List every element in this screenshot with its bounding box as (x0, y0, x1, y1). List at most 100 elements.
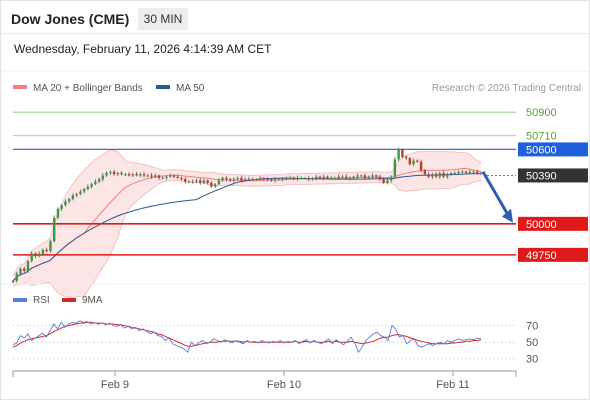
candle-body (277, 179, 281, 181)
candle (330, 175, 333, 180)
candle-body (311, 177, 314, 180)
candle-body (457, 171, 460, 173)
legend-label-rsi: RSI (33, 295, 50, 306)
candle-body (101, 175, 105, 180)
candle (266, 177, 269, 182)
candle (337, 174, 340, 180)
candle-body (438, 172, 442, 177)
candle (127, 172, 131, 177)
candle (412, 158, 415, 167)
rsi-panel: 70 50 30 (12, 320, 538, 366)
candle (303, 176, 307, 180)
candle-body (154, 175, 157, 177)
candle (26, 259, 30, 274)
candle (60, 204, 63, 212)
candle (363, 173, 367, 180)
candle (34, 252, 37, 259)
bollinger-lower (12, 180, 482, 298)
candle-body (169, 175, 172, 177)
candle (191, 179, 194, 184)
candle (288, 175, 292, 180)
candle (453, 171, 456, 175)
candle-body (363, 175, 367, 178)
candle-body (348, 177, 352, 179)
candle-body (442, 172, 445, 177)
candle-body (94, 181, 97, 185)
candle-body (281, 179, 284, 181)
legend-swatch-9ma (62, 298, 76, 302)
candle (434, 171, 438, 179)
candle (292, 176, 296, 181)
candle-body (45, 249, 48, 252)
candle-body (374, 175, 378, 177)
candle-body (378, 176, 382, 180)
candle-body (116, 172, 120, 175)
legend-swatch-ma20 (13, 85, 27, 89)
candle (97, 177, 101, 184)
candle (408, 156, 412, 166)
candle-body (251, 179, 254, 181)
candle-body (393, 159, 397, 177)
candle (345, 174, 348, 180)
candle-body (389, 176, 393, 181)
candle (401, 148, 404, 159)
moving-averages (12, 167, 482, 282)
research-credit: Research © 2026 Trading Central (432, 83, 581, 94)
candle (225, 175, 228, 182)
candle (243, 177, 247, 182)
candle-body (255, 179, 258, 181)
candle (82, 187, 86, 194)
candle-body (135, 174, 138, 176)
candle (142, 171, 146, 178)
candle (169, 173, 172, 178)
candle (154, 173, 157, 179)
candle-body (461, 171, 464, 173)
legend-swatch-rsi (13, 298, 27, 302)
candle (431, 172, 434, 179)
candle-body (71, 195, 75, 200)
candle-body (41, 249, 45, 254)
candle-body (464, 171, 468, 173)
candle (322, 174, 325, 180)
candle-body (157, 175, 161, 178)
level-label-50390: 50390 (526, 170, 557, 182)
legend-swatch-ma50 (156, 85, 170, 89)
candle-body (434, 174, 438, 177)
candle-body (52, 217, 56, 242)
candle (341, 175, 344, 178)
candle (449, 171, 453, 176)
candle (228, 177, 232, 182)
header-divider (1, 33, 589, 34)
candle-body (64, 201, 67, 206)
candle-body (386, 180, 389, 183)
timeframe-badge[interactable]: 30 MIN (138, 8, 188, 30)
candle-body (161, 177, 164, 179)
candle-body (292, 177, 296, 180)
candle (206, 179, 209, 185)
rsi-tick-70: 70 (526, 321, 538, 333)
candle-body (225, 177, 228, 180)
candle (442, 170, 445, 179)
candle-body (56, 208, 60, 218)
candle (326, 175, 329, 180)
candle (389, 175, 393, 183)
candle (356, 173, 359, 179)
candle-body (26, 261, 30, 271)
candle-body (243, 179, 247, 181)
candle-body (232, 179, 236, 181)
level-label-49750: 49750 (526, 250, 557, 262)
candle (446, 172, 449, 179)
candle-body (23, 268, 26, 271)
candle-body (408, 158, 412, 165)
candle (232, 176, 236, 183)
candle-body (359, 175, 363, 177)
candle (195, 178, 198, 184)
candle (71, 193, 75, 201)
candle-body (404, 156, 408, 159)
candle-body (206, 180, 209, 183)
candle-body (75, 194, 78, 196)
candle-body (479, 172, 483, 174)
candle (348, 176, 352, 181)
candle-body (341, 176, 344, 178)
